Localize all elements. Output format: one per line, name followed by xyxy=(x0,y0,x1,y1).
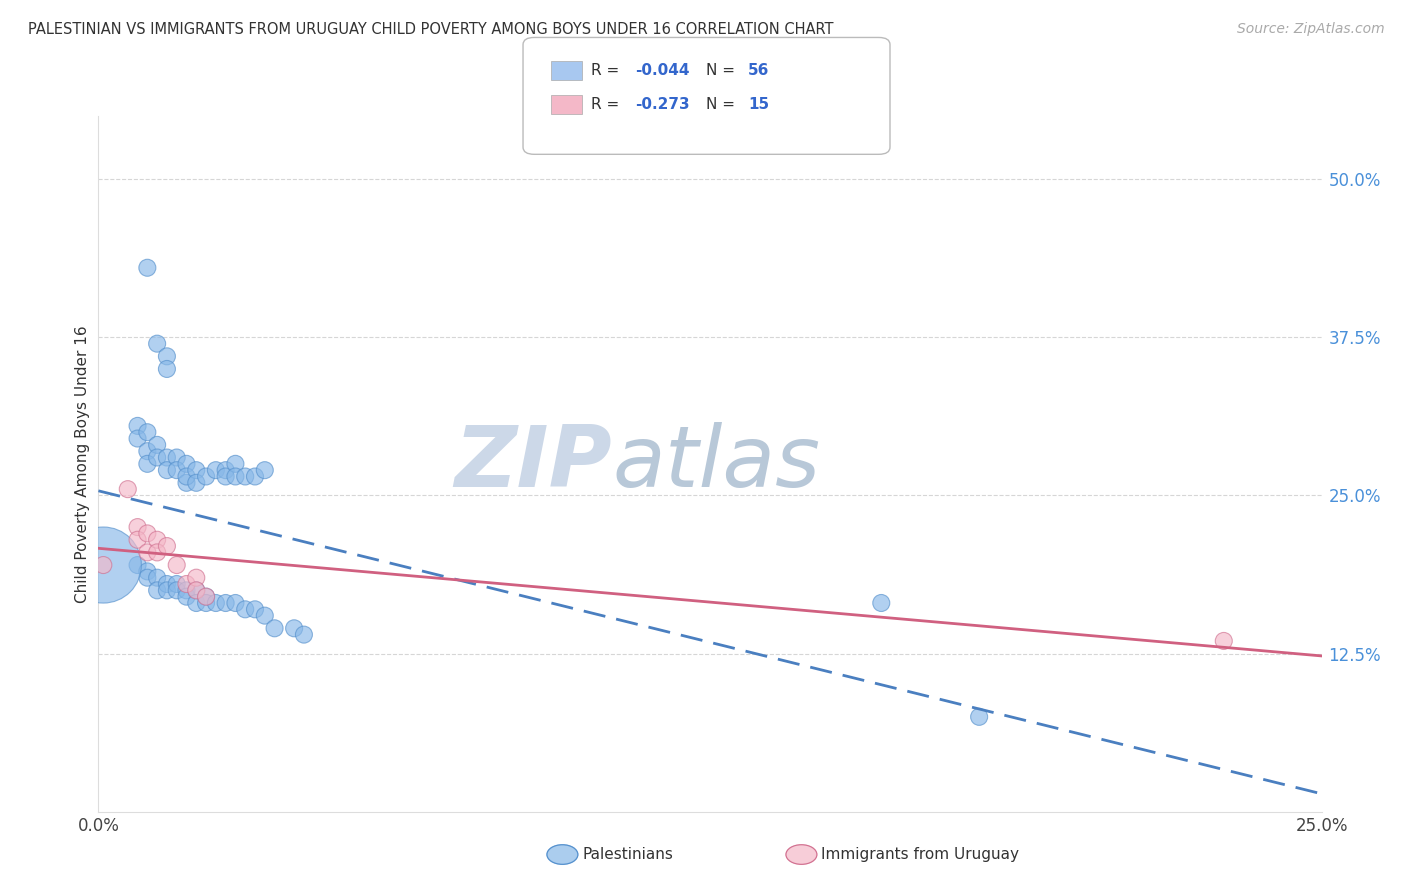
Point xyxy=(195,590,218,604)
Point xyxy=(186,463,208,477)
Point xyxy=(292,627,315,641)
Point xyxy=(127,520,149,534)
Point xyxy=(176,469,198,483)
Point xyxy=(214,596,236,610)
Point xyxy=(253,608,276,623)
Point xyxy=(146,571,169,585)
Point xyxy=(233,602,256,616)
Point xyxy=(224,596,246,610)
Point xyxy=(195,596,218,610)
Point xyxy=(127,432,149,446)
Point xyxy=(224,457,246,471)
Point xyxy=(127,533,149,547)
Point xyxy=(166,583,188,598)
Point xyxy=(156,349,179,363)
Point xyxy=(166,558,188,572)
Point xyxy=(283,621,305,635)
Point xyxy=(263,621,285,635)
Point xyxy=(214,463,236,477)
Point xyxy=(146,545,169,559)
Point xyxy=(91,558,114,572)
Point xyxy=(127,558,149,572)
Point xyxy=(967,710,990,724)
Point xyxy=(253,463,276,477)
Point xyxy=(176,583,198,598)
Point xyxy=(176,475,198,490)
Point xyxy=(127,418,149,433)
Point xyxy=(186,583,208,598)
Text: -0.044: -0.044 xyxy=(636,63,690,78)
Text: ZIP: ZIP xyxy=(454,422,612,506)
Point xyxy=(176,590,198,604)
Text: 15: 15 xyxy=(748,97,769,112)
Point xyxy=(186,475,208,490)
Point xyxy=(146,336,169,351)
Text: Source: ZipAtlas.com: Source: ZipAtlas.com xyxy=(1237,22,1385,37)
Point xyxy=(243,602,266,616)
Point xyxy=(136,526,159,541)
Point xyxy=(136,457,159,471)
Point xyxy=(166,577,188,591)
Point xyxy=(233,469,256,483)
Point xyxy=(166,450,188,465)
Point xyxy=(91,558,114,572)
Point xyxy=(136,260,159,275)
Point xyxy=(156,577,179,591)
Point xyxy=(146,438,169,452)
Text: R =: R = xyxy=(591,97,624,112)
Text: -0.273: -0.273 xyxy=(636,97,690,112)
Point xyxy=(156,450,179,465)
Text: N =: N = xyxy=(706,63,740,78)
Text: Immigrants from Uruguay: Immigrants from Uruguay xyxy=(821,847,1019,862)
Point xyxy=(136,545,159,559)
Point xyxy=(136,444,159,458)
Point xyxy=(146,533,169,547)
Point xyxy=(243,469,266,483)
Text: R =: R = xyxy=(591,63,624,78)
Point xyxy=(156,362,179,376)
Point xyxy=(186,583,208,598)
Point xyxy=(136,425,159,440)
Text: atlas: atlas xyxy=(612,422,820,506)
Point xyxy=(186,596,208,610)
Point xyxy=(146,583,169,598)
Point xyxy=(176,577,198,591)
Point xyxy=(224,469,246,483)
Point xyxy=(117,482,139,496)
Point xyxy=(146,450,169,465)
Point xyxy=(156,583,179,598)
Point xyxy=(205,463,228,477)
Point xyxy=(870,596,893,610)
Point xyxy=(136,571,159,585)
Text: Palestinians: Palestinians xyxy=(582,847,673,862)
Point xyxy=(195,469,218,483)
Point xyxy=(156,463,179,477)
Point xyxy=(195,590,218,604)
Point xyxy=(186,571,208,585)
Text: PALESTINIAN VS IMMIGRANTS FROM URUGUAY CHILD POVERTY AMONG BOYS UNDER 16 CORRELA: PALESTINIAN VS IMMIGRANTS FROM URUGUAY C… xyxy=(28,22,834,37)
Point xyxy=(156,539,179,553)
Point xyxy=(136,565,159,579)
Point xyxy=(214,469,236,483)
Point xyxy=(1212,634,1234,648)
Point xyxy=(166,463,188,477)
Point xyxy=(176,457,198,471)
Y-axis label: Child Poverty Among Boys Under 16: Child Poverty Among Boys Under 16 xyxy=(75,325,90,603)
Text: N =: N = xyxy=(706,97,740,112)
Point xyxy=(205,596,228,610)
Text: 56: 56 xyxy=(748,63,769,78)
